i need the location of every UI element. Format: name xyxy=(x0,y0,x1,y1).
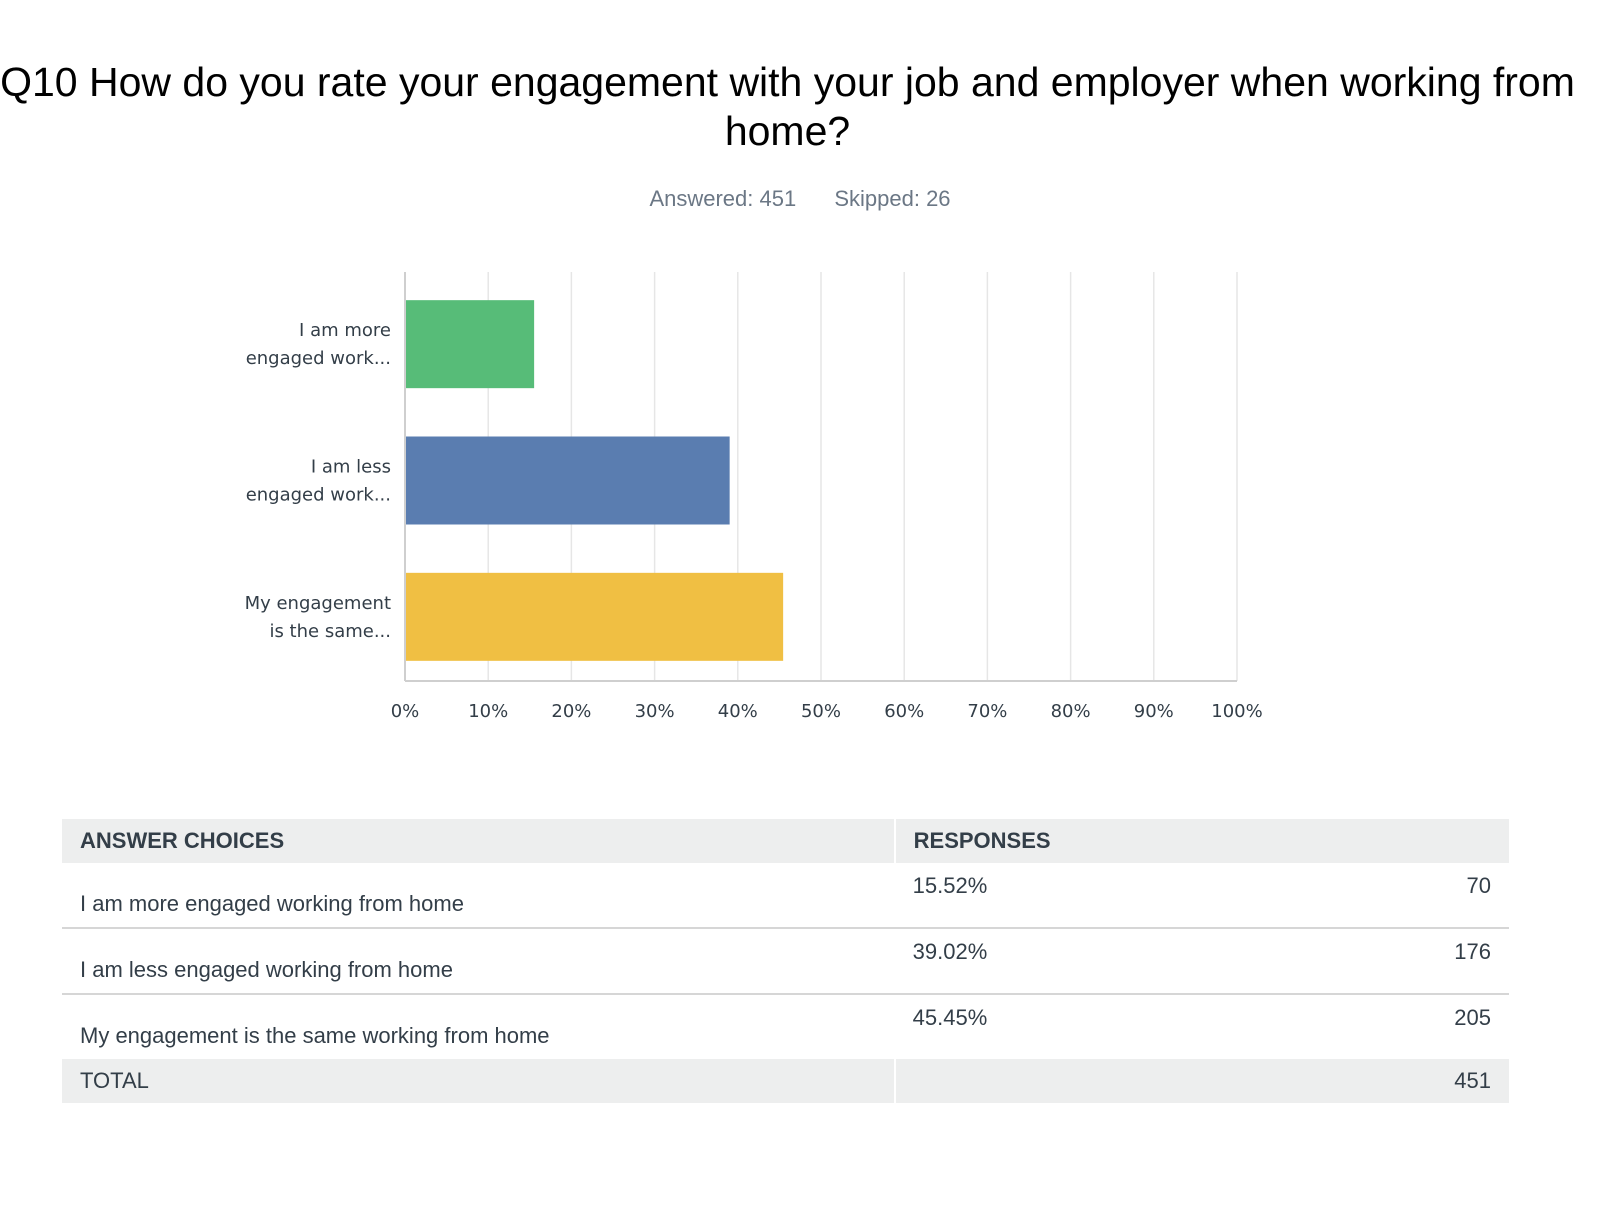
header-answer-choices: ANSWER CHOICES xyxy=(62,819,895,863)
answer-choice: I am less engaged working from home xyxy=(62,928,895,995)
x-tick-label: 80% xyxy=(1051,701,1091,722)
response-percent: 39.02% xyxy=(894,928,1266,995)
responses-table: ANSWER CHOICES RESPONSES I am more engag… xyxy=(62,819,1509,1103)
x-tick-label: 100% xyxy=(1211,701,1262,722)
y-category-label: I am less xyxy=(311,457,391,478)
y-category-label: engaged work... xyxy=(246,348,391,369)
x-tick-label: 20% xyxy=(551,701,591,722)
skipped-count: Skipped: 26 xyxy=(834,186,951,211)
table-row: My engagement is the same working from h… xyxy=(62,994,1509,1059)
answer-choice: I am more engaged working from home xyxy=(62,863,895,929)
x-tick-label: 40% xyxy=(718,701,758,722)
response-count: 205 xyxy=(1454,1005,1491,1030)
chart-title: Q10 How do you rate your engagement with… xyxy=(0,59,1575,154)
bar xyxy=(406,436,730,525)
response-percent: 15.52% xyxy=(894,863,1266,929)
table-row: I am less engaged working from home 39.0… xyxy=(62,928,1509,995)
response-count: 176 xyxy=(1265,928,1509,995)
x-tick-label: 10% xyxy=(468,701,508,722)
table-row: I am more engaged working from home 15.5… xyxy=(62,863,1509,929)
response-count: 70 xyxy=(1265,863,1509,929)
y-category-label: My engagement xyxy=(245,593,391,614)
bar xyxy=(406,300,535,389)
answer-choice: My engagement is the same working from h… xyxy=(80,1023,550,1048)
total-row: TOTAL 451 xyxy=(62,1059,1509,1103)
x-tick-label: 90% xyxy=(1134,701,1174,722)
x-tick-label: 0% xyxy=(391,701,420,722)
x-tick-label: 60% xyxy=(884,701,924,722)
bar xyxy=(406,572,784,661)
x-tick-label: 50% xyxy=(801,701,841,722)
answered-count: Answered: 451 xyxy=(649,186,797,211)
x-tick-label: 30% xyxy=(635,701,675,722)
total-count: 451 xyxy=(1265,1059,1509,1103)
total-empty-cell xyxy=(893,1059,1266,1103)
bar-chart: 0% 10% 20% 30% 40% 50% 60% 70% 80% 90% 100% I am mo… xyxy=(245,272,1263,722)
total-label: TOTAL xyxy=(62,1059,895,1103)
response-percent: 45.45% xyxy=(912,1005,988,1030)
y-category-label: is the same... xyxy=(269,621,391,642)
y-category-label: I am more xyxy=(299,320,391,341)
response-stats: Answered: 451 Skipped: 26 xyxy=(0,186,1600,212)
x-tick-label: 70% xyxy=(967,701,1007,722)
header-responses: RESPONSES xyxy=(893,819,1509,863)
y-category-label: engaged work... xyxy=(246,485,391,506)
